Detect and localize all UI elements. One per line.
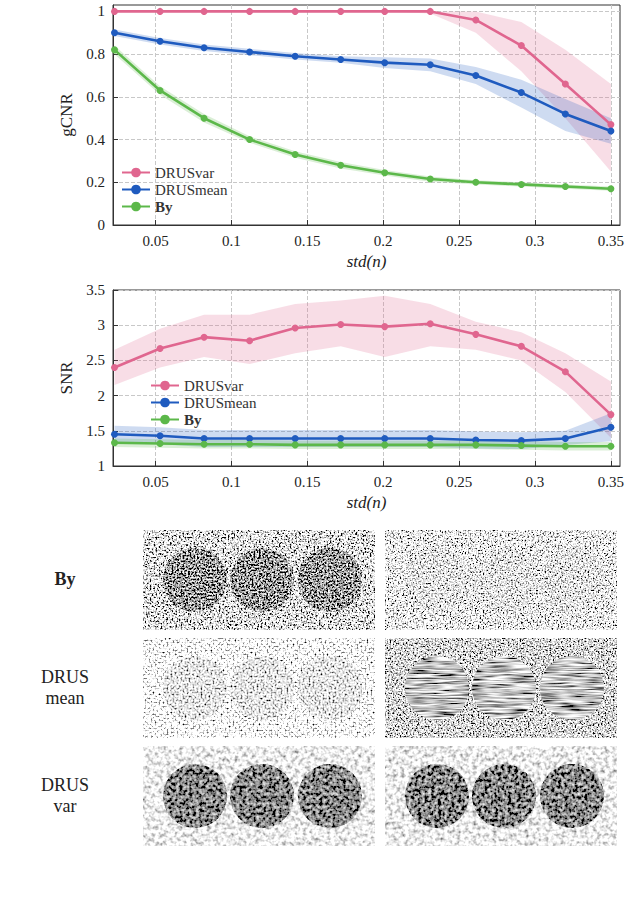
svg-text:0.35: 0.35 <box>598 474 624 490</box>
svg-text:0.2: 0.2 <box>86 174 105 190</box>
svg-text:std(n): std(n) <box>347 493 387 512</box>
svg-text:DRUSvar: DRUSvar <box>155 165 214 181</box>
svg-text:1: 1 <box>98 458 106 474</box>
svg-text:0.2: 0.2 <box>374 233 393 249</box>
svg-text:By: By <box>184 412 202 428</box>
svg-text:0.3: 0.3 <box>526 233 545 249</box>
svg-text:0.05: 0.05 <box>142 233 168 249</box>
svg-text:3.5: 3.5 <box>86 282 105 298</box>
svg-text:DRUSmean: DRUSmean <box>155 182 228 198</box>
svg-text:SNR: SNR <box>57 361 76 395</box>
svg-text:By: By <box>155 199 173 215</box>
svg-text:0.4: 0.4 <box>86 132 105 148</box>
svg-text:gCNR: gCNR <box>57 93 76 137</box>
html-text:By: By <box>54 569 76 589</box>
svg-text:0.6: 0.6 <box>86 89 105 105</box>
svg-text:0.15: 0.15 <box>294 474 320 490</box>
svg-text:2.5: 2.5 <box>86 352 105 368</box>
svg-text:DRUSmean: DRUSmean <box>184 395 257 411</box>
svg-text:0: 0 <box>98 217 106 233</box>
svg-text:0.25: 0.25 <box>446 474 472 490</box>
html-text:DRUS mean: DRUS mean <box>41 667 89 708</box>
svg-text:0.2: 0.2 <box>374 474 393 490</box>
svg-text:0.15: 0.15 <box>294 233 320 249</box>
svg-text:DRUSvar: DRUSvar <box>184 378 243 394</box>
svg-text:0.25: 0.25 <box>446 233 472 249</box>
svg-text:2: 2 <box>98 388 106 404</box>
svg-text:0.1: 0.1 <box>222 233 241 249</box>
svg-text:0.3: 0.3 <box>526 474 545 490</box>
svg-text:3: 3 <box>98 317 106 333</box>
svg-text:0.1: 0.1 <box>222 474 241 490</box>
svg-text:0.8: 0.8 <box>86 46 105 62</box>
html-text:DRUS var: DRUS var <box>41 775 89 816</box>
svg-text:1: 1 <box>98 3 106 19</box>
svg-text:1.5: 1.5 <box>86 423 105 439</box>
svg-text:0.35: 0.35 <box>598 233 624 249</box>
svg-text:0.05: 0.05 <box>142 474 168 490</box>
svg-text:std(n): std(n) <box>347 252 387 271</box>
